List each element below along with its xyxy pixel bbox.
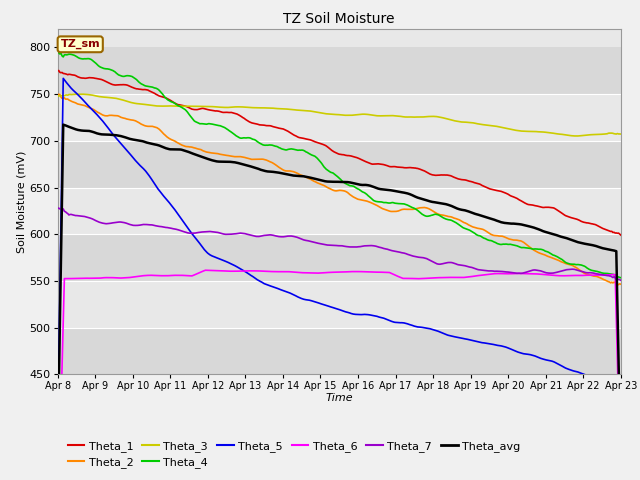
X-axis label: Time: Time <box>325 393 353 403</box>
Bar <box>58 188 621 234</box>
Bar <box>58 94 621 141</box>
Legend: Theta_1, Theta_2, Theta_3, Theta_4, Theta_5, Theta_6, Theta_7, Theta_avg: Theta_1, Theta_2, Theta_3, Theta_4, Thet… <box>63 436 525 472</box>
Text: TZ_sm: TZ_sm <box>60 39 100 49</box>
Y-axis label: Soil Moisture (mV): Soil Moisture (mV) <box>17 150 27 253</box>
Bar <box>58 48 621 94</box>
Bar <box>58 328 621 374</box>
Bar <box>58 234 621 281</box>
Bar <box>58 281 621 328</box>
Bar <box>58 141 621 188</box>
Title: TZ Soil Moisture: TZ Soil Moisture <box>284 12 395 26</box>
